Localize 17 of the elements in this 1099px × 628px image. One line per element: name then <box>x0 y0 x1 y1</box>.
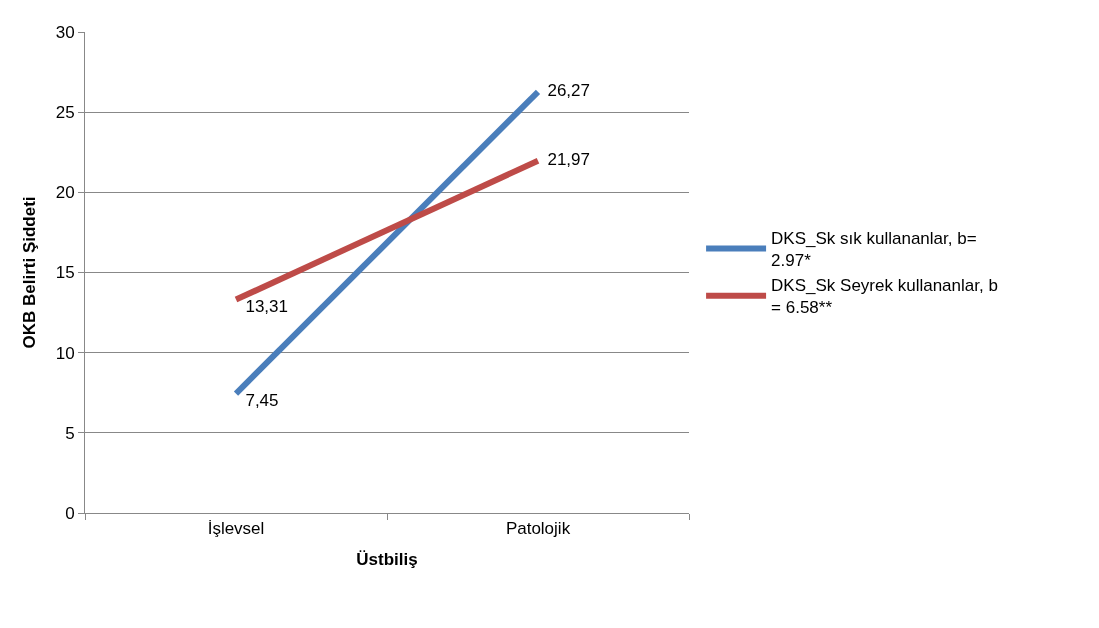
y-tick-label: 15 <box>55 263 75 283</box>
legend-label: DKS_Sk Seyrek kullananlar, b = 6.58** <box>771 276 998 318</box>
y-tick-label: 5 <box>65 423 75 443</box>
x-tick-label: Patolojik <box>505 519 571 539</box>
legend-label: DKS_Sk sık kullananlar, b= 2.97* <box>771 229 977 271</box>
data-label: 21,97 <box>538 150 590 169</box>
data-label: 7,45 <box>236 391 279 411</box>
y-tick-label: 30 <box>55 22 75 42</box>
y-tick-label: 10 <box>55 343 75 363</box>
y-tick-label: 25 <box>55 103 75 123</box>
data-label: 13,31 <box>236 297 288 317</box>
y-axis-title: OKB Belirti Şiddeti <box>20 196 40 349</box>
data-label: 26,27 <box>538 81 590 101</box>
x-tick-label: İşlevsel <box>207 519 265 539</box>
x-axis-title: Üstbiliş <box>356 549 418 569</box>
y-tick-label: 20 <box>55 183 75 203</box>
y-tick-label: 0 <box>65 503 75 523</box>
